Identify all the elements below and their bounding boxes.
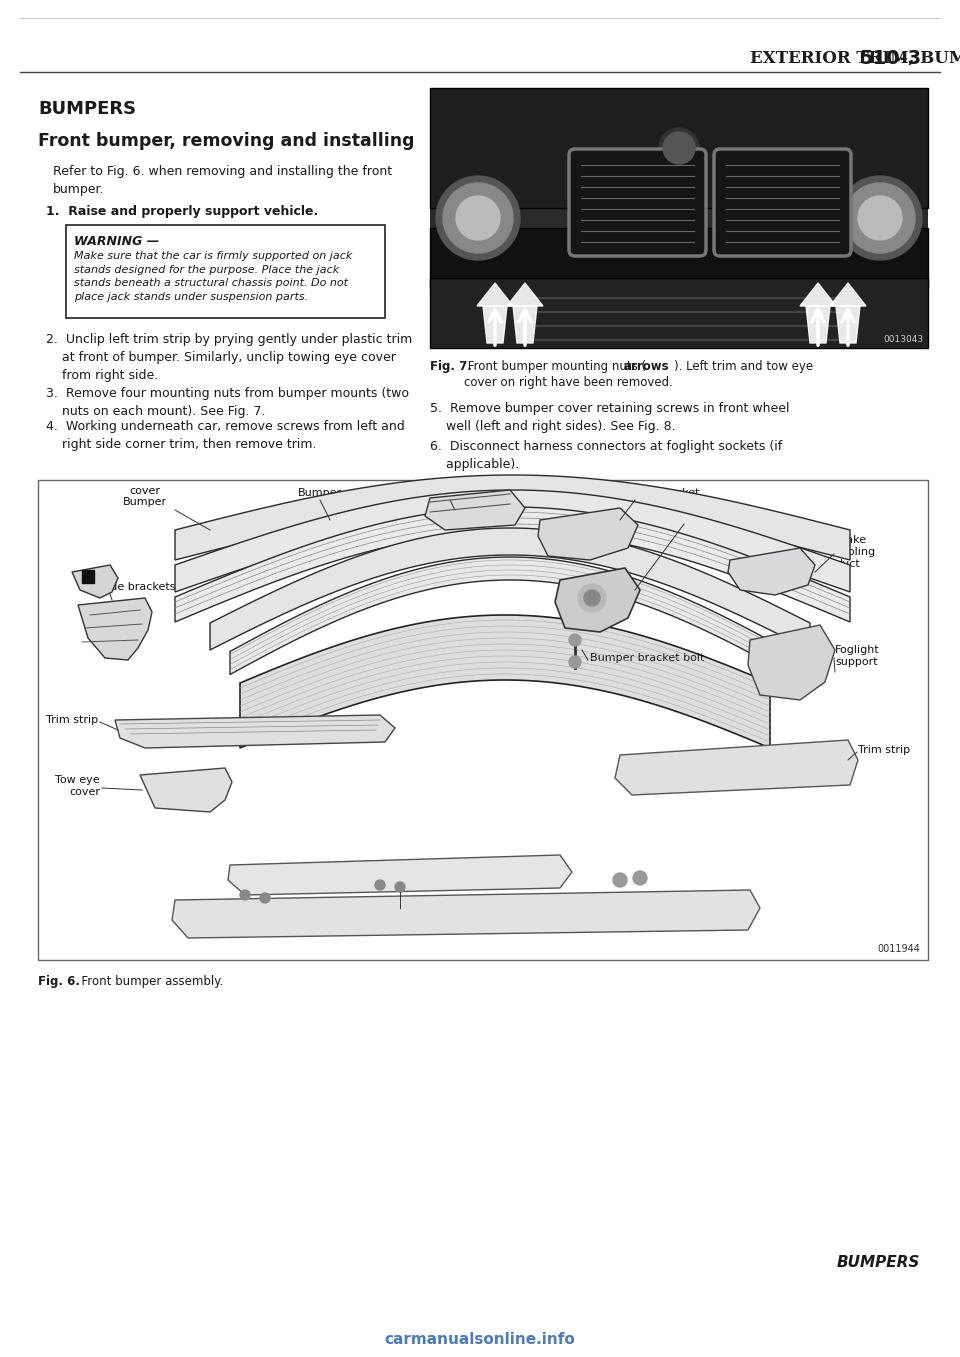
Text: 4.  Working underneath car, remove screws from left and
    right side corner tr: 4. Working underneath car, remove screws…: [46, 421, 405, 451]
Circle shape: [456, 195, 500, 240]
Text: Front bumper assembly.: Front bumper assembly.: [74, 974, 224, 988]
Text: bracket: bracket: [379, 921, 421, 932]
Polygon shape: [230, 556, 790, 674]
Text: License plate: License plate: [363, 911, 437, 920]
Text: Side corner trim: Side corner trim: [430, 489, 520, 498]
Text: cooling: cooling: [835, 547, 876, 556]
Circle shape: [633, 871, 647, 885]
Text: Trim strip: Trim strip: [858, 745, 910, 754]
Text: Side brackets: Side brackets: [100, 582, 176, 592]
Polygon shape: [483, 305, 507, 343]
Polygon shape: [748, 626, 835, 700]
Circle shape: [663, 132, 695, 164]
Text: Foglight: Foglight: [835, 645, 879, 655]
Text: Refer to Fig. 6. when removing and installing the front
bumper.: Refer to Fig. 6. when removing and insta…: [53, 166, 392, 195]
Text: Front bumper, removing and installing: Front bumper, removing and installing: [38, 132, 415, 151]
FancyBboxPatch shape: [66, 225, 385, 318]
Polygon shape: [555, 569, 640, 632]
Circle shape: [569, 634, 581, 646]
Polygon shape: [115, 715, 395, 748]
Text: Support bracket: Support bracket: [611, 489, 700, 498]
Circle shape: [375, 879, 385, 890]
Text: Fig. 6.: Fig. 6.: [38, 974, 80, 988]
Text: Bumper: Bumper: [298, 489, 342, 498]
Text: 1.  Raise and properly support vehicle.: 1. Raise and properly support vehicle.: [46, 205, 319, 218]
Text: arrows: arrows: [624, 360, 670, 373]
Text: cover: cover: [130, 486, 160, 497]
FancyBboxPatch shape: [38, 480, 928, 959]
Text: carmanualsonline.info: carmanualsonline.info: [385, 1333, 575, 1348]
Text: Bumper: Bumper: [123, 497, 167, 508]
FancyBboxPatch shape: [430, 278, 928, 347]
Polygon shape: [175, 508, 850, 622]
Circle shape: [845, 183, 915, 252]
Circle shape: [395, 882, 405, 892]
Circle shape: [838, 176, 922, 261]
Text: Bumper bracket bolt: Bumper bracket bolt: [590, 653, 705, 664]
FancyBboxPatch shape: [569, 149, 706, 256]
Circle shape: [443, 183, 513, 252]
Circle shape: [858, 195, 902, 240]
Text: 3.  Remove four mounting nuts from bumper mounts (two
    nuts on each mount). S: 3. Remove four mounting nuts from bumper…: [46, 387, 409, 418]
Polygon shape: [513, 305, 537, 343]
Polygon shape: [140, 768, 232, 811]
Polygon shape: [82, 570, 94, 584]
Polygon shape: [806, 305, 830, 343]
Polygon shape: [72, 565, 118, 598]
Polygon shape: [507, 284, 543, 305]
Polygon shape: [477, 284, 513, 305]
Polygon shape: [240, 615, 770, 748]
FancyBboxPatch shape: [430, 88, 928, 347]
Text: cover: cover: [69, 787, 100, 797]
Polygon shape: [228, 855, 572, 896]
Text: Trim strip: Trim strip: [46, 715, 98, 725]
Text: BUMPERS: BUMPERS: [38, 100, 136, 118]
Text: duct: duct: [835, 559, 860, 569]
Polygon shape: [615, 740, 858, 795]
Polygon shape: [210, 528, 810, 650]
Text: 0013043: 0013043: [884, 335, 924, 345]
Text: Fig. 7.: Fig. 7.: [430, 360, 472, 373]
Text: 510-3: 510-3: [860, 49, 922, 68]
Text: ). Left trim and tow eye: ). Left trim and tow eye: [674, 360, 813, 373]
Text: 2.  Unclip left trim strip by prying gently under plastic trim
    at front of b: 2. Unclip left trim strip by prying gent…: [46, 332, 412, 383]
Text: Impact absorber: Impact absorber: [685, 517, 777, 527]
Text: 0011944: 0011944: [877, 944, 920, 954]
Circle shape: [240, 890, 250, 900]
Polygon shape: [172, 890, 760, 938]
FancyBboxPatch shape: [714, 149, 851, 256]
Circle shape: [569, 655, 581, 668]
Polygon shape: [728, 548, 815, 594]
Circle shape: [578, 584, 606, 612]
Circle shape: [584, 590, 600, 607]
Circle shape: [613, 873, 627, 887]
Polygon shape: [425, 490, 525, 531]
FancyBboxPatch shape: [430, 228, 928, 288]
Text: 6.  Disconnect harness connectors at foglight sockets (if
    applicable).: 6. Disconnect harness connectors at fogl…: [430, 440, 782, 471]
Polygon shape: [836, 305, 860, 343]
Circle shape: [436, 176, 520, 261]
Text: Make sure that the car is firmly supported on jack
stands designed for the purpo: Make sure that the car is firmly support…: [74, 251, 352, 301]
Text: support: support: [835, 657, 877, 668]
Polygon shape: [78, 598, 152, 660]
Text: 5.  Remove bumper cover retaining screws in front wheel
    well (left and right: 5. Remove bumper cover retaining screws …: [430, 402, 789, 433]
Text: cover on right have been removed.: cover on right have been removed.: [464, 376, 673, 389]
Polygon shape: [800, 284, 836, 305]
Polygon shape: [175, 475, 850, 560]
Text: Tow eye: Tow eye: [56, 775, 100, 784]
Polygon shape: [830, 284, 866, 305]
Text: WARNING —: WARNING —: [74, 235, 159, 248]
Text: BUMPERS: BUMPERS: [836, 1255, 920, 1270]
Circle shape: [659, 128, 699, 168]
Text: Front bumper mounting nuts (: Front bumper mounting nuts (: [464, 360, 646, 373]
Text: Brake: Brake: [835, 535, 867, 546]
Circle shape: [260, 893, 270, 902]
Polygon shape: [538, 508, 638, 560]
Text: EXTERIOR TRIM, BUMPERS: EXTERIOR TRIM, BUMPERS: [750, 49, 960, 66]
FancyBboxPatch shape: [430, 88, 928, 208]
Polygon shape: [175, 490, 850, 592]
